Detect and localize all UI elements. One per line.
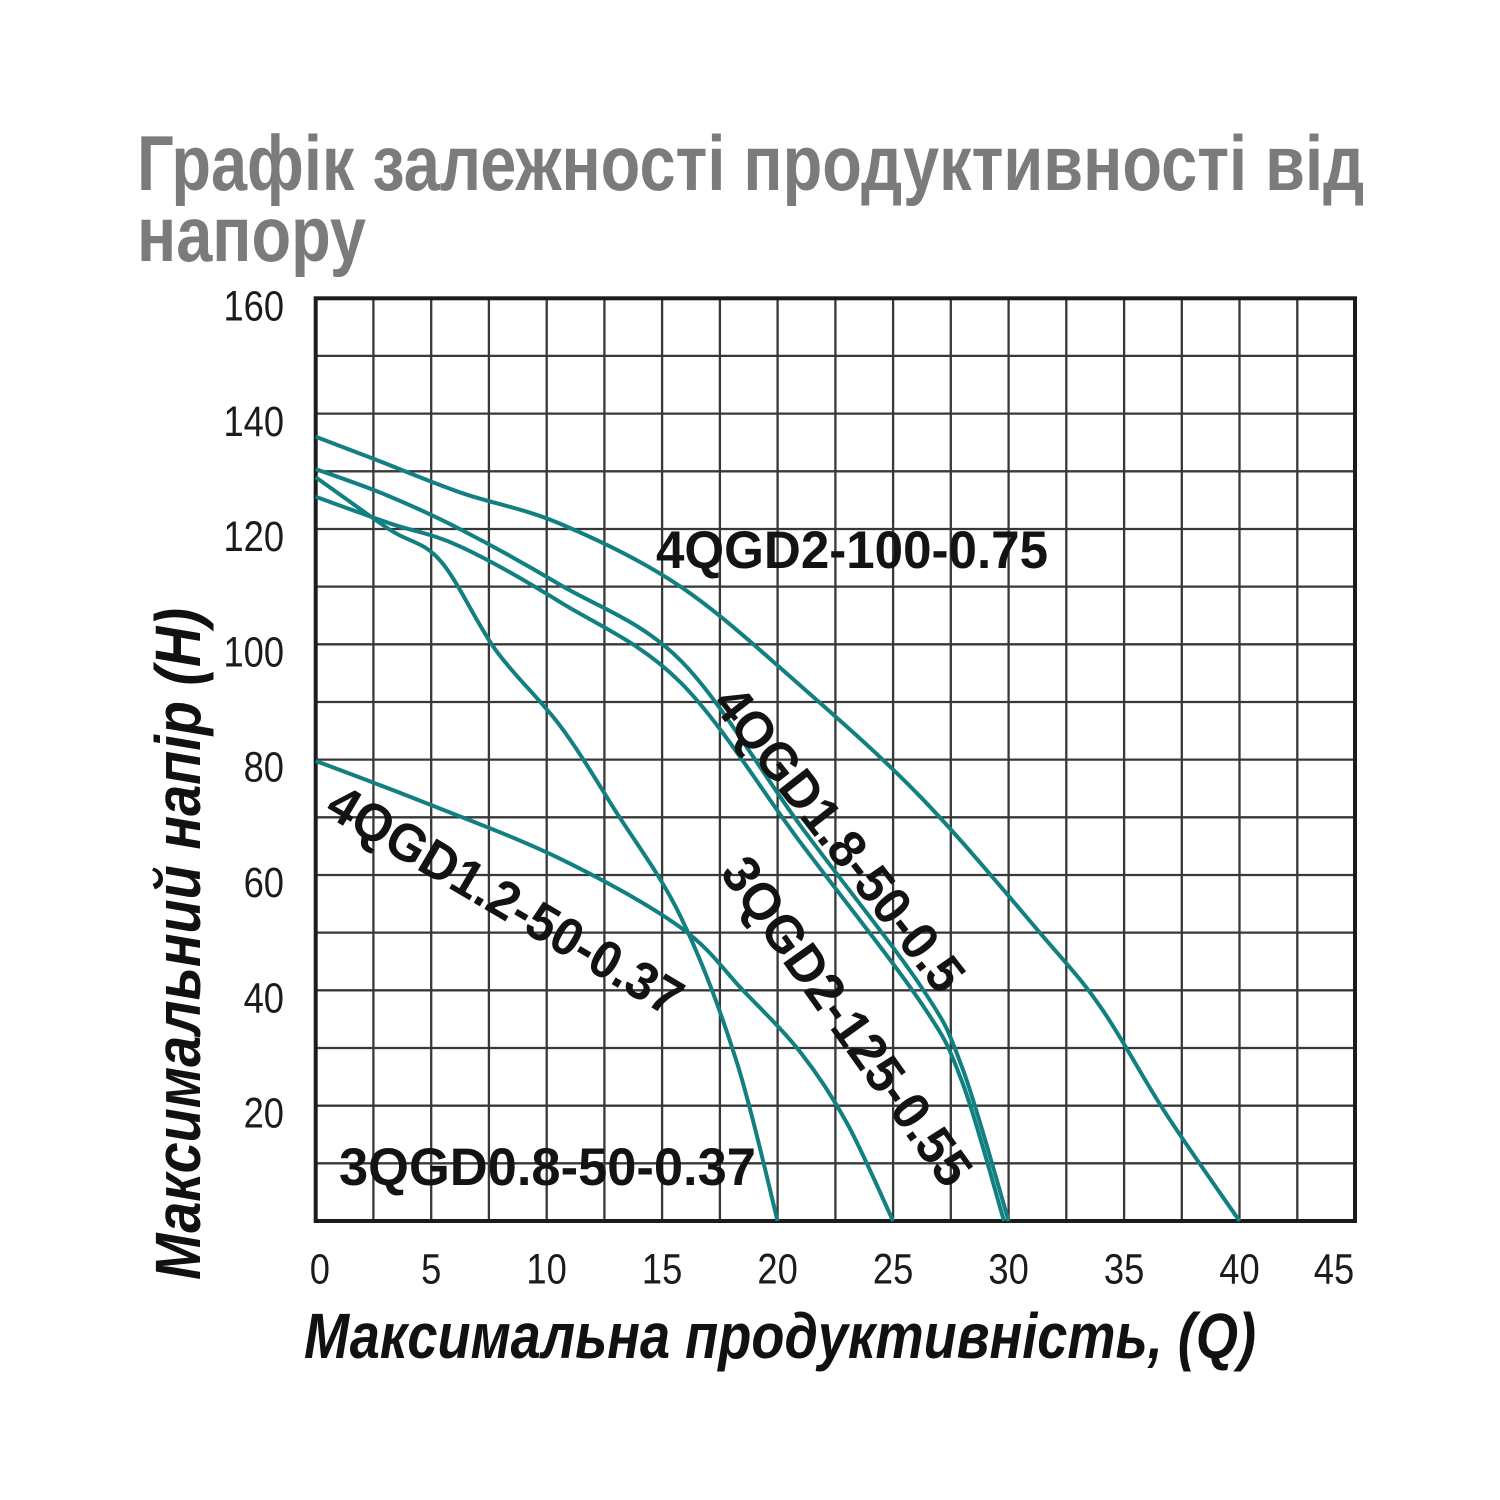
svg-text:40: 40 bbox=[1219, 1246, 1259, 1294]
svg-text:3QGD0.8-50-0.37: 3QGD0.8-50-0.37 bbox=[339, 1138, 756, 1197]
svg-text:4QGD1.8-50-0.5: 4QGD1.8-50-0.5 bbox=[702, 675, 977, 1004]
svg-text:100: 100 bbox=[224, 628, 285, 676]
svg-text:160: 160 bbox=[224, 282, 285, 330]
svg-text:Максимальна продуктивність, (Q: Максимальна продуктивність, (Q) bbox=[304, 1300, 1256, 1372]
svg-text:30: 30 bbox=[988, 1246, 1028, 1294]
svg-text:4QGD2-100-0.75: 4QGD2-100-0.75 bbox=[656, 521, 1048, 580]
svg-text:80: 80 bbox=[244, 744, 284, 792]
svg-text:15: 15 bbox=[642, 1246, 682, 1294]
svg-text:20: 20 bbox=[757, 1246, 797, 1294]
svg-text:20: 20 bbox=[244, 1090, 284, 1138]
svg-text:45: 45 bbox=[1314, 1246, 1354, 1294]
svg-text:0: 0 bbox=[310, 1246, 330, 1294]
svg-text:Максимальний напір (Н): Максимальний напір (Н) bbox=[142, 608, 214, 1280]
svg-text:140: 140 bbox=[224, 398, 285, 446]
svg-text:120: 120 bbox=[224, 513, 285, 561]
svg-text:35: 35 bbox=[1104, 1246, 1144, 1294]
svg-text:10: 10 bbox=[526, 1246, 566, 1294]
svg-text:60: 60 bbox=[244, 859, 284, 907]
svg-text:5: 5 bbox=[421, 1246, 441, 1294]
svg-text:40: 40 bbox=[244, 974, 284, 1022]
svg-text:25: 25 bbox=[873, 1246, 913, 1294]
